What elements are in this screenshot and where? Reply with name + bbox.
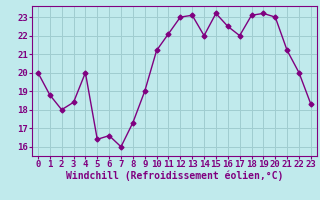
X-axis label: Windchill (Refroidissement éolien,°C): Windchill (Refroidissement éolien,°C) xyxy=(66,171,283,181)
